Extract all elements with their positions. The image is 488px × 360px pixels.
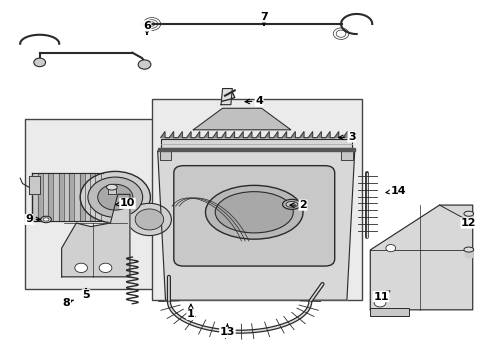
Polygon shape — [80, 173, 84, 221]
Polygon shape — [29, 176, 40, 194]
Polygon shape — [48, 173, 53, 221]
Polygon shape — [369, 205, 472, 310]
Polygon shape — [43, 173, 48, 221]
Polygon shape — [32, 173, 38, 221]
Polygon shape — [38, 173, 42, 221]
Text: 1: 1 — [186, 304, 194, 319]
Text: 4: 4 — [244, 96, 263, 106]
Polygon shape — [69, 173, 74, 221]
Circle shape — [34, 58, 45, 67]
Polygon shape — [158, 148, 354, 151]
Ellipse shape — [285, 202, 297, 207]
Polygon shape — [95, 173, 100, 221]
Polygon shape — [465, 215, 471, 221]
Polygon shape — [90, 173, 95, 221]
Polygon shape — [108, 188, 116, 194]
Bar — [159, 151, 171, 160]
Circle shape — [80, 171, 150, 223]
Polygon shape — [64, 173, 69, 221]
Circle shape — [138, 60, 151, 69]
Ellipse shape — [205, 185, 303, 239]
Polygon shape — [59, 173, 63, 221]
Text: 13: 13 — [219, 324, 235, 337]
Ellipse shape — [41, 216, 51, 223]
Ellipse shape — [463, 247, 473, 252]
Text: 5: 5 — [82, 289, 90, 300]
Ellipse shape — [463, 211, 473, 216]
Text: 3: 3 — [338, 132, 355, 142]
Text: 11: 11 — [372, 291, 389, 302]
Ellipse shape — [282, 199, 301, 210]
Circle shape — [373, 298, 385, 307]
Polygon shape — [53, 173, 59, 221]
Circle shape — [99, 263, 112, 273]
FancyBboxPatch shape — [173, 166, 334, 266]
Text: 12: 12 — [460, 218, 476, 228]
Circle shape — [88, 177, 142, 217]
Text: 8: 8 — [62, 298, 73, 308]
Text: 2: 2 — [289, 200, 306, 210]
Circle shape — [127, 203, 171, 235]
Text: 6: 6 — [143, 21, 151, 34]
Bar — [25, 119, 185, 289]
Polygon shape — [160, 139, 351, 148]
Polygon shape — [465, 251, 471, 257]
Polygon shape — [193, 108, 290, 130]
Circle shape — [98, 184, 133, 210]
Polygon shape — [61, 194, 130, 277]
Ellipse shape — [215, 192, 293, 233]
Polygon shape — [85, 173, 90, 221]
Bar — [369, 309, 408, 316]
Bar — [152, 99, 361, 300]
Text: 7: 7 — [260, 12, 267, 25]
Polygon shape — [101, 173, 105, 221]
Ellipse shape — [106, 184, 117, 190]
Bar — [340, 151, 352, 160]
Polygon shape — [221, 89, 232, 105]
Ellipse shape — [43, 218, 49, 221]
Polygon shape — [160, 132, 351, 138]
Text: 9: 9 — [25, 215, 41, 224]
Polygon shape — [158, 151, 354, 300]
Text: 14: 14 — [385, 186, 405, 196]
Polygon shape — [74, 173, 79, 221]
Circle shape — [385, 244, 395, 252]
Circle shape — [75, 263, 87, 273]
Text: 10: 10 — [116, 198, 135, 208]
Circle shape — [135, 209, 163, 230]
